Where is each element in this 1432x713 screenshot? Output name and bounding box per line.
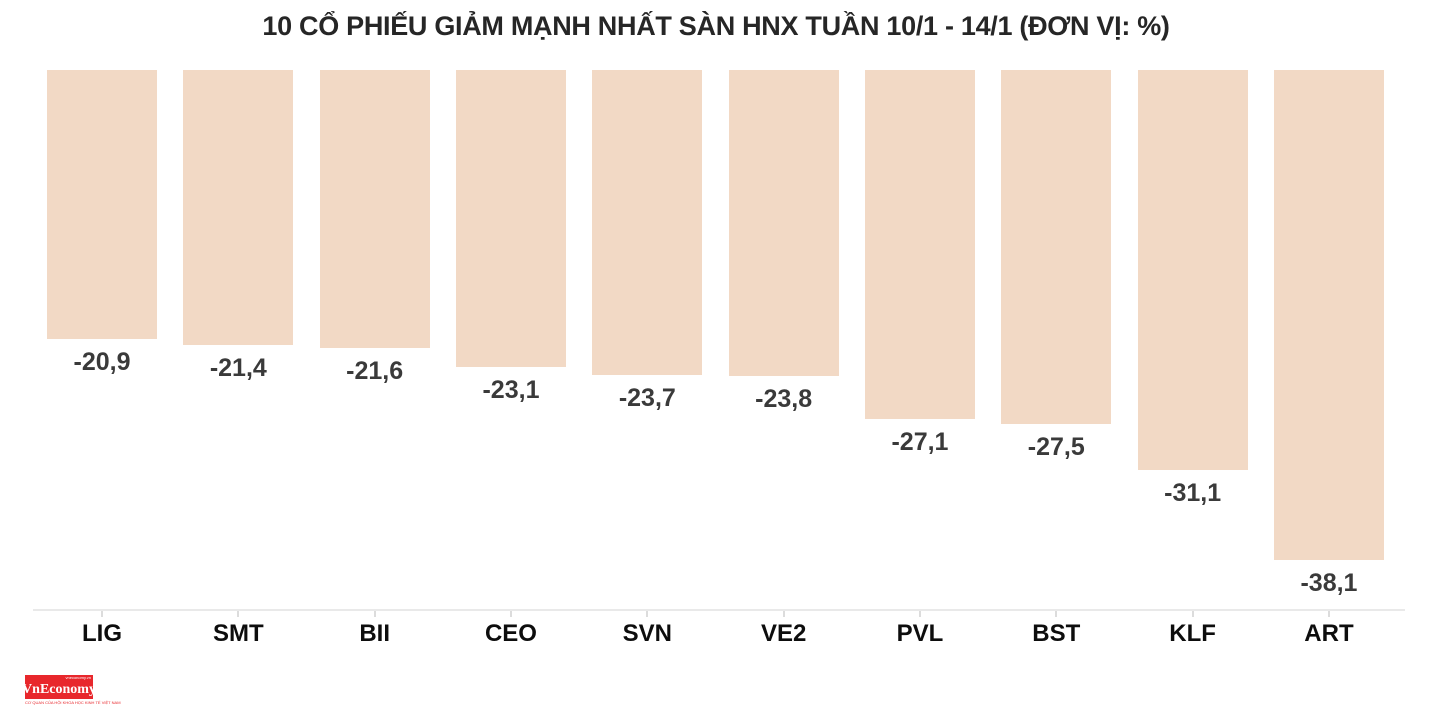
bar-value-label-PVL: -27,1: [891, 427, 949, 456]
bar-LIG: [47, 70, 157, 339]
bar-ART: [1273, 70, 1384, 560]
logo-url-text: vneconomy.vn: [65, 675, 92, 680]
x-axis-label-KLF: KLF: [1169, 620, 1216, 647]
axis-tick: [646, 611, 649, 617]
bar-column-VE2: -23,8: [728, 70, 839, 414]
vneconomy-logo-box: vneconomy.vn VnEconomy: [22, 675, 96, 699]
axis-tick: [373, 611, 376, 617]
bar-VE2: [728, 70, 839, 377]
bar-value-label-SMT: -21,4: [209, 354, 267, 383]
axis-tick: [509, 611, 512, 617]
bar-value-label-SVN: -23,7: [618, 383, 676, 412]
x-axis-label-CEO: CEO: [484, 620, 537, 647]
bar-column-SVN: -23,7: [592, 70, 703, 413]
vneconomy-logo: vneconomy.vn VnEconomy CƠ QUAN CỦA HỘI K…: [22, 675, 121, 705]
x-axis-label-LIG: LIG: [82, 620, 122, 647]
bar-column-SMT: -21,4: [183, 70, 294, 383]
bar-column-LIG: -20,9: [47, 70, 157, 377]
x-axis-label-SMT: SMT: [212, 620, 264, 647]
logo-tagline: CƠ QUAN CỦA HỘI KHOA HỌC KINH TẾ VIỆT NA…: [25, 700, 121, 705]
bar-value-label-KLF: -31,1: [1164, 479, 1222, 507]
axis-tick: [101, 611, 103, 617]
logo-wordmark: VnEconomy: [22, 682, 96, 697]
x-axis-label-SVN: SVN: [622, 620, 672, 647]
axis-tick: [1191, 611, 1194, 617]
bar-column-CEO: -23,1: [455, 70, 566, 405]
bar-column-PVL: -27,1: [864, 70, 975, 457]
axis-tick: [782, 611, 785, 617]
bar-column-BST: -27,5: [1001, 70, 1112, 462]
bar-KLF: [1137, 70, 1248, 470]
bar-SMT: [183, 70, 294, 346]
x-axis-line: [33, 609, 1405, 611]
bar-value-label-ART: -38,1: [1300, 569, 1358, 597]
axis-tick: [1055, 611, 1058, 617]
x-axis-label-BST: BST: [1032, 620, 1081, 647]
bar-value-label-LIG: -20,9: [73, 347, 131, 376]
x-axis-label-BII: BII: [359, 620, 390, 647]
x-axis-label-PVL: PVL: [896, 620, 944, 647]
bar-SVN: [592, 70, 703, 375]
bar-column-BII: -21,6: [319, 70, 430, 386]
bar-value-label-CEO: -23,1: [482, 376, 540, 405]
bar-CEO: [455, 70, 566, 368]
bar-PVL: [864, 70, 975, 419]
bar-value-label-VE2: -23,8: [755, 385, 813, 414]
axis-tick: [1327, 611, 1330, 617]
x-axis-label-VE2: VE2: [760, 620, 807, 647]
axis-tick: [918, 611, 921, 617]
axis-tick: [237, 611, 240, 617]
bar-column-ART: -38,1: [1273, 70, 1384, 598]
bar-BST: [1001, 70, 1112, 424]
bar-BII: [319, 70, 430, 348]
bar-value-label-BST: -27,5: [1027, 432, 1085, 461]
bar-column-KLF: -31,1: [1137, 70, 1248, 508]
bar-value-label-BII: -21,6: [346, 356, 404, 385]
x-axis-label-ART: ART: [1304, 620, 1354, 647]
chart-title: 10 CỔ PHIẾU GIẢM MẠNH NHẤT SÀN HNX TUẦN …: [262, 11, 1170, 41]
